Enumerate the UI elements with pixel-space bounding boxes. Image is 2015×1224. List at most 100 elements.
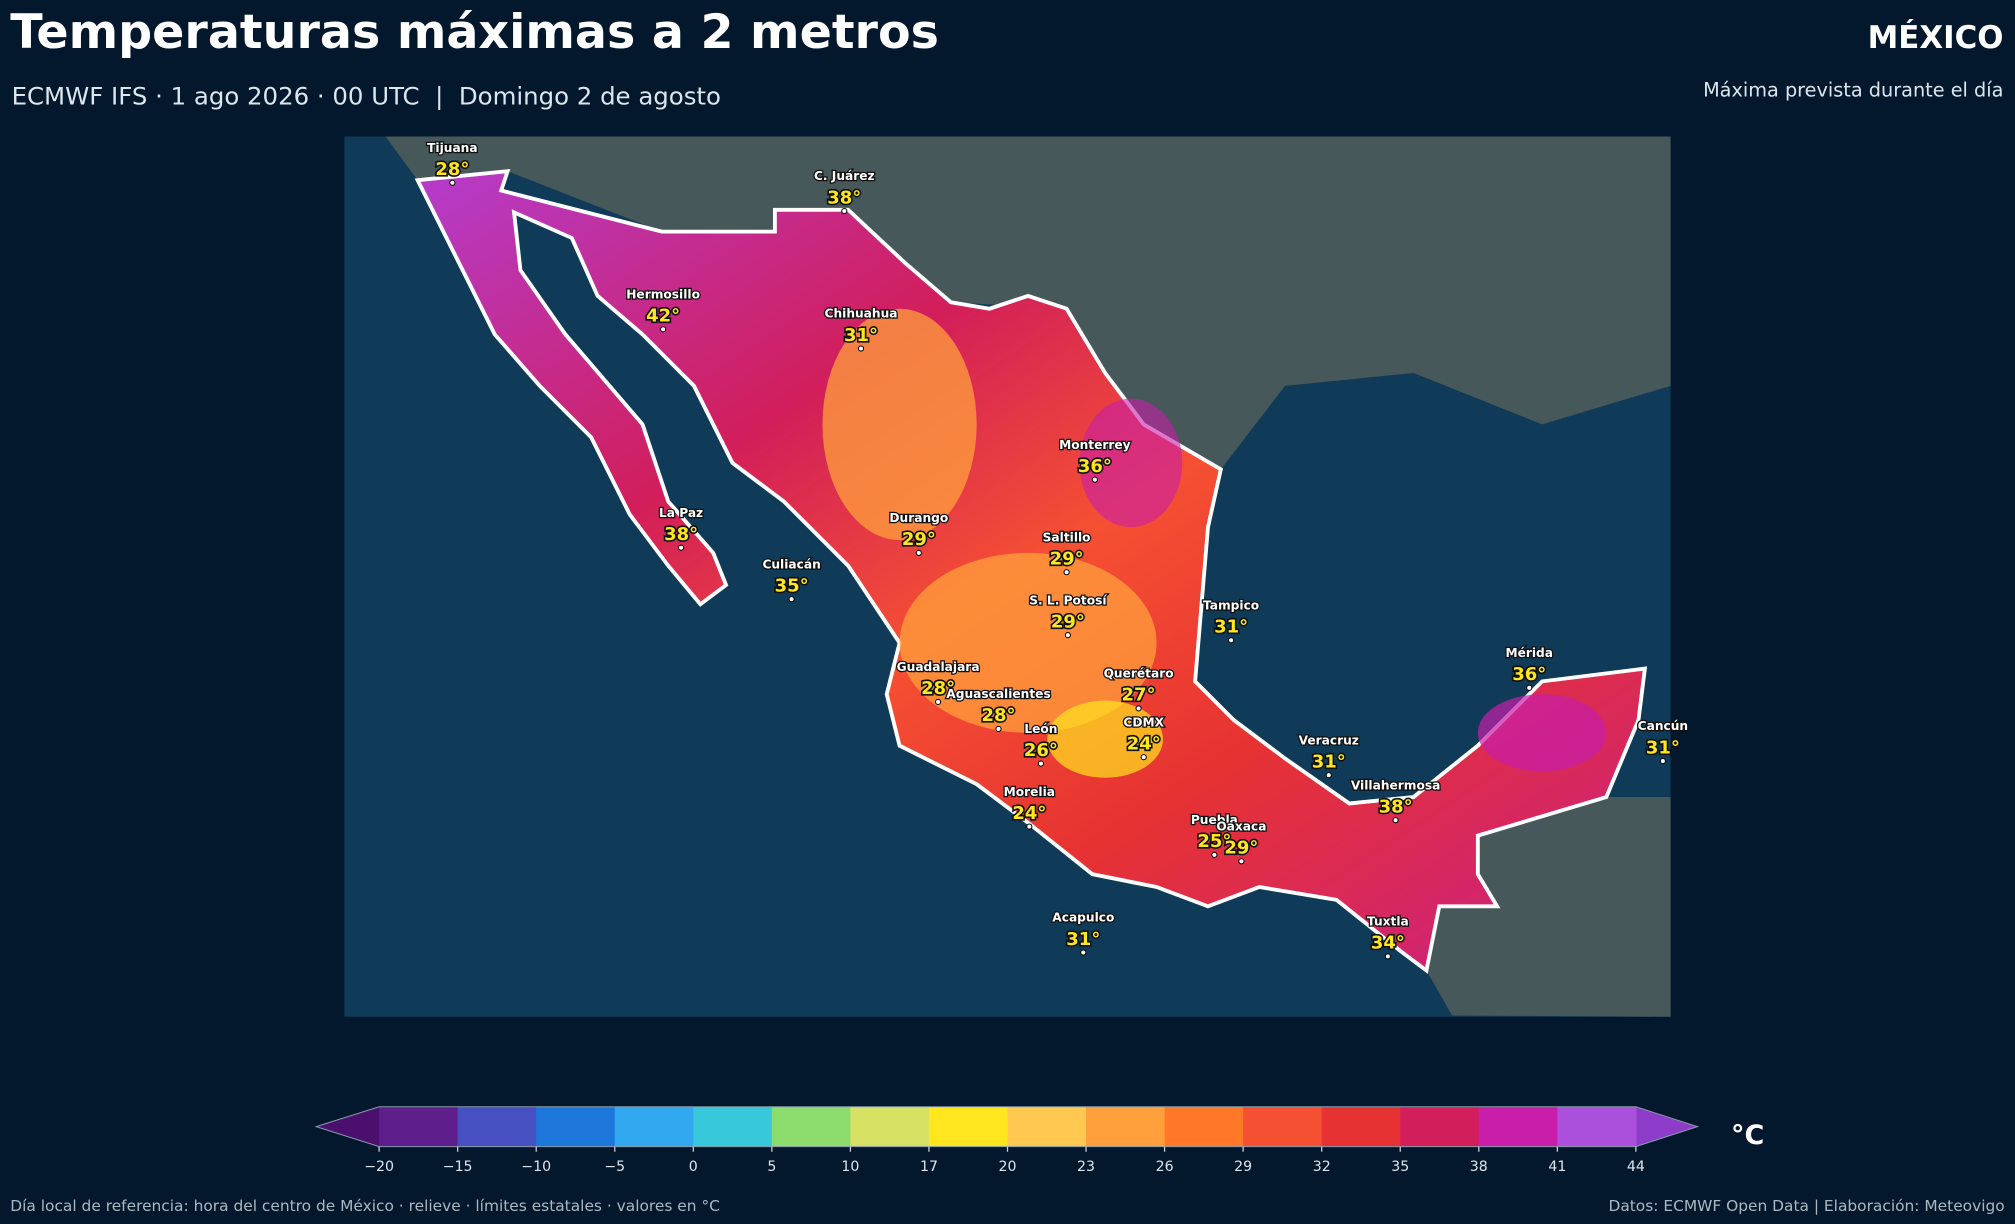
colorbar-tick-label: 26 [1156, 1159, 1174, 1175]
city-name: Tuxtla [1367, 915, 1409, 929]
city-name: Hermosillo [626, 287, 700, 301]
city-dot [1063, 569, 1070, 576]
city-dot [1392, 817, 1399, 824]
city-temp: 31° [1646, 737, 1680, 758]
city-name: Mérida [1505, 646, 1553, 660]
city-dot [1211, 851, 1218, 858]
city-dot [678, 544, 685, 551]
city-name: Morelia [1004, 785, 1055, 799]
city-temp: 36° [1512, 664, 1546, 685]
city-name: C. Juárez [814, 169, 875, 183]
colorbar-bin [693, 1106, 773, 1147]
city-name: Cancún [1638, 719, 1688, 733]
colorbar-over [1635, 1106, 1698, 1147]
city-dot [1526, 684, 1533, 691]
city-temp: 31° [844, 325, 878, 346]
note: Máxima prevista durante el día [1703, 79, 2003, 102]
city-dot [1064, 632, 1071, 639]
city-temp: 38° [1379, 796, 1413, 817]
city-temp: 24° [1127, 734, 1161, 755]
city-temp: 31° [1312, 751, 1346, 772]
city-name: S. L. Potosí [1029, 593, 1107, 607]
colorbar-tick-label: 38 [1470, 1159, 1488, 1175]
city-dot [1325, 772, 1332, 779]
city-dot [915, 549, 922, 556]
colorbar-bin [1321, 1106, 1401, 1147]
colorbar-bin [850, 1106, 930, 1147]
city-name: Oaxaca [1216, 819, 1266, 833]
city-temp: 38° [827, 187, 861, 208]
city-temp: 29° [1051, 611, 1085, 632]
colorbar-tick-label: 23 [1077, 1159, 1095, 1175]
colorbar-tick-label: 0 [689, 1159, 698, 1175]
city-dot [1238, 858, 1245, 865]
colorbar-bin [614, 1106, 694, 1147]
city-temp: 28° [921, 678, 955, 699]
city-temp: 35° [775, 575, 809, 596]
colorbar-tick-label: 10 [841, 1159, 859, 1175]
city-dot [1140, 754, 1147, 761]
colorbar-tick-label: −5 [604, 1159, 625, 1175]
colorbar-tick-label: 29 [1234, 1159, 1252, 1175]
map [344, 136, 1671, 1017]
region: MÉXICO [1868, 20, 2004, 56]
city-temp: 26° [1024, 740, 1058, 761]
heat-zone [1477, 694, 1607, 772]
colorbar-outline [314, 1106, 1700, 1148]
colorbar-bin [1086, 1106, 1166, 1147]
city-name: Chihuahua [825, 307, 898, 321]
city-temp: 36° [1078, 456, 1112, 477]
city-dot [857, 345, 865, 352]
city-dot [1135, 705, 1142, 712]
city-name: Culiacán [762, 557, 820, 571]
city-temp: 31° [1214, 617, 1248, 638]
city-dot [660, 326, 667, 333]
colorbar-bin [1007, 1106, 1087, 1147]
heat-zone [822, 308, 977, 541]
heat-zone [1079, 398, 1183, 528]
heat-zone [899, 552, 1157, 733]
colorbar-bin [771, 1106, 852, 1147]
colorbar-bin [1400, 1106, 1480, 1147]
city-name: Acapulco [1052, 911, 1114, 925]
city-temp: 24° [1012, 803, 1046, 824]
city-name: La Paz [659, 506, 703, 520]
city-name: Veracruz [1299, 733, 1359, 747]
subtitle: ECMWF IFS · 1 ago 2026 · 00 UTC | Doming… [12, 81, 721, 110]
city-dot [1384, 953, 1391, 960]
city-temp: 28° [435, 159, 469, 180]
city-name: León [1024, 722, 1057, 736]
city-name: CDMX [1123, 715, 1164, 729]
city-temp: 25° [1197, 831, 1231, 852]
colorbar-tick-label: −10 [521, 1159, 551, 1175]
colorbar-tick-label: 5 [767, 1159, 776, 1175]
colorbar-tick-label: 44 [1627, 1159, 1645, 1175]
city-name: Saltillo [1043, 530, 1091, 544]
title: Temperaturas máximas a 2 metros [10, 5, 939, 60]
colorbar-bin [457, 1106, 537, 1147]
city-temp: 27° [1122, 685, 1156, 706]
city-temp: 38° [664, 524, 698, 545]
colorbar-bin [1557, 1106, 1637, 1147]
city-name: Tampico [1203, 598, 1259, 612]
colorbar-tick-label: 41 [1548, 1159, 1566, 1175]
city-dot [1091, 476, 1098, 483]
city-name: Tijuana [427, 141, 477, 155]
city-dot [1659, 757, 1666, 765]
footer-right: Datos: ECMWF Open Data | Elaboración: Me… [1608, 1197, 2004, 1215]
colorbar-bin [536, 1106, 616, 1147]
city-name: Monterrey [1059, 438, 1131, 452]
city-dot [995, 725, 1002, 733]
city-temp: 42° [646, 306, 680, 327]
city-dot [841, 207, 848, 215]
colorbar-tick-label: −15 [443, 1159, 473, 1175]
city-temp: 29° [902, 529, 936, 550]
city-dot [788, 596, 795, 603]
colorbar-tick-label: 20 [999, 1159, 1017, 1175]
city-temp: 28° [981, 705, 1015, 726]
heat-zone [1047, 700, 1163, 778]
city-temp: 31° [1066, 929, 1100, 950]
city-dot [1080, 949, 1087, 956]
